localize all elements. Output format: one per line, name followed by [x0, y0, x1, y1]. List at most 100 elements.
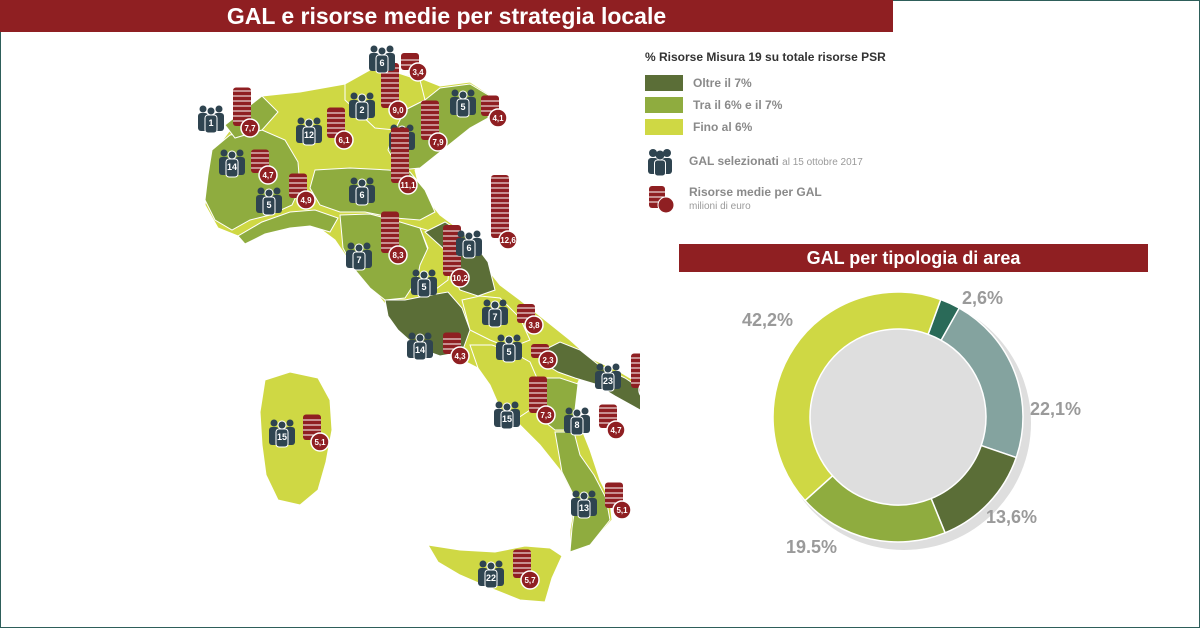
region-liguria [237, 209, 339, 245]
people-icon: 6 [456, 230, 482, 259]
gal-marker-lombardia: 126,1 [296, 107, 354, 150]
resource-value-label: 3,4 [412, 68, 424, 77]
gal-count-label: 8 [574, 420, 579, 430]
legend: % Risorse Misura 19 su totale risorse PS… [645, 50, 945, 214]
legend-swatch-light [645, 119, 683, 135]
gal-count-label: 2 [359, 105, 364, 115]
people-icon: 14 [219, 149, 245, 178]
people-icon: 2 [349, 92, 375, 121]
legend-row-oltre: Oltre il 7% [645, 72, 945, 94]
resource-value-label: 4,1 [492, 114, 504, 123]
gal-marker-sardegna: 155,1 [269, 414, 330, 452]
resource-value-label: 6,1 [338, 136, 350, 145]
gal-marker-toscana: 7 8,3 [346, 211, 408, 271]
gal-marker-campania: 15 7,3 [494, 376, 556, 430]
region-valle-aosta [224, 95, 279, 139]
gal-marker-lazio: 144,3 [407, 332, 470, 366]
gal-count-label: 23 [603, 376, 613, 386]
coins-icon: 4,3 [443, 332, 470, 366]
donut-label-4: 42,2% [742, 310, 793, 330]
gal-count-label: 6 [379, 58, 384, 68]
legend-gal-row: GAL selezionati al 15 ottobre 2017 [645, 146, 945, 176]
region-sardegna [259, 371, 333, 506]
resource-value-label: 7,9 [432, 138, 444, 147]
people-icon: 14 [407, 332, 433, 361]
gal-marker-marche: 612,6 [456, 175, 518, 259]
gal-marker-calabria: 13 5,1 [571, 482, 632, 520]
gal-marker-friuli-venezia-giulia: 54,1 [450, 89, 508, 128]
coins-icon: 5,1 [303, 414, 330, 452]
donut-label-1: 22,1% [1030, 399, 1081, 419]
resource-value-label: 8,3 [392, 251, 404, 260]
coins-icon: 6,9 [631, 353, 640, 396]
resource-value-label: 5,1 [314, 438, 326, 447]
legend-label-tra: Tra il 6% e il 7% [693, 98, 783, 112]
resource-value-label: 10,2 [452, 274, 468, 283]
legend-swatch-mid [645, 97, 683, 113]
people-icon: 6 [349, 177, 375, 206]
resource-value-label: 4,7 [610, 426, 622, 435]
gal-count-label: 5 [506, 347, 511, 357]
people-icon: 7 [482, 299, 508, 328]
coins-icon: 4,9 [289, 173, 316, 210]
coins-icon: 4,1 [481, 95, 508, 128]
gal-marker-piemonte: 144,7 [219, 149, 278, 185]
coins-icon: 3,4 [401, 53, 428, 82]
resource-value-label: 9,0 [392, 106, 404, 115]
coins-icon: 4,7 [251, 149, 278, 185]
coins-icon: 4,7 [599, 404, 626, 440]
region-puglia [539, 341, 640, 411]
legend-res-row: Risorse medie per GAL milioni di euro [645, 184, 945, 214]
gal-count-label: 22 [486, 573, 496, 583]
legend-gal-label: GAL selezionati [689, 154, 779, 168]
people-icon: 5 [256, 187, 282, 216]
gal-count-label: 13 [579, 503, 589, 513]
resource-value-label: 7,7 [244, 124, 256, 133]
resource-value-label: 11,1 [400, 181, 416, 190]
coins-icon [649, 186, 675, 214]
gal-count-label: 1 [208, 118, 213, 128]
donut-label-0: 2,6% [962, 288, 1003, 308]
legend-label-fino: Fino al 6% [693, 120, 753, 134]
gal-count-label: 5 [460, 102, 465, 112]
gal-marker-puglia: 236,9 [595, 353, 640, 396]
gal-count-label: 6 [359, 190, 364, 200]
people-icon: 5 [496, 334, 522, 363]
people-icon: 13 [571, 490, 597, 519]
people-icon: 22 [478, 560, 504, 589]
resource-value-label: 7,3 [540, 411, 552, 420]
donut-title: GAL per tipologia di area [679, 244, 1148, 272]
coins-icon: 7,9 [421, 100, 448, 152]
gal-marker-valle-d-aosta: 17,7 [198, 87, 260, 138]
resource-value-label: 5,1 [616, 506, 628, 515]
gal-count-label: 12 [304, 130, 314, 140]
gal-marker-alto-adige: 63,4 [369, 45, 428, 82]
people-icon: 15 [269, 419, 295, 448]
resource-value-label: 12,6 [500, 236, 516, 245]
people-icon: 7 [346, 242, 372, 271]
legend-row-fino: Fino al 6% [645, 116, 945, 138]
map-markers: 17,7144,754,9126,129,063,497,954,1611,17… [198, 45, 640, 590]
legend-res-label: Risorse medie per GAL [689, 184, 822, 199]
coins-icon: 3,8 [517, 304, 544, 335]
gal-count-label: 15 [277, 432, 287, 442]
legend-title: % Risorse Misura 19 su totale risorse PS… [645, 50, 886, 64]
people-icon: 15 [494, 401, 520, 430]
coins-icon: 7,7 [233, 87, 260, 138]
coins-icon: 12,6 [491, 175, 518, 250]
people-icon [648, 149, 672, 176]
gal-marker-trentino: 2 9,0 [349, 63, 408, 121]
donut-slice-4 [772, 291, 942, 502]
resource-value-label: 3,8 [528, 321, 540, 330]
people-icon: 8 [564, 407, 590, 436]
resource-value-label: 2,3 [542, 356, 554, 365]
gal-marker-emilia-romagna: 611,1 [349, 127, 418, 206]
gal-count-label: 5 [421, 282, 426, 292]
coins-icon: 5,7 [513, 549, 540, 590]
gal-count-label: 5 [266, 200, 271, 210]
gal-count-label: 14 [227, 162, 237, 172]
gal-count-label: 14 [415, 345, 425, 355]
gal-marker-umbria: 510,2 [411, 225, 470, 298]
coins-icon: 2,3 [531, 344, 558, 370]
people-icon: 1 [198, 105, 224, 134]
